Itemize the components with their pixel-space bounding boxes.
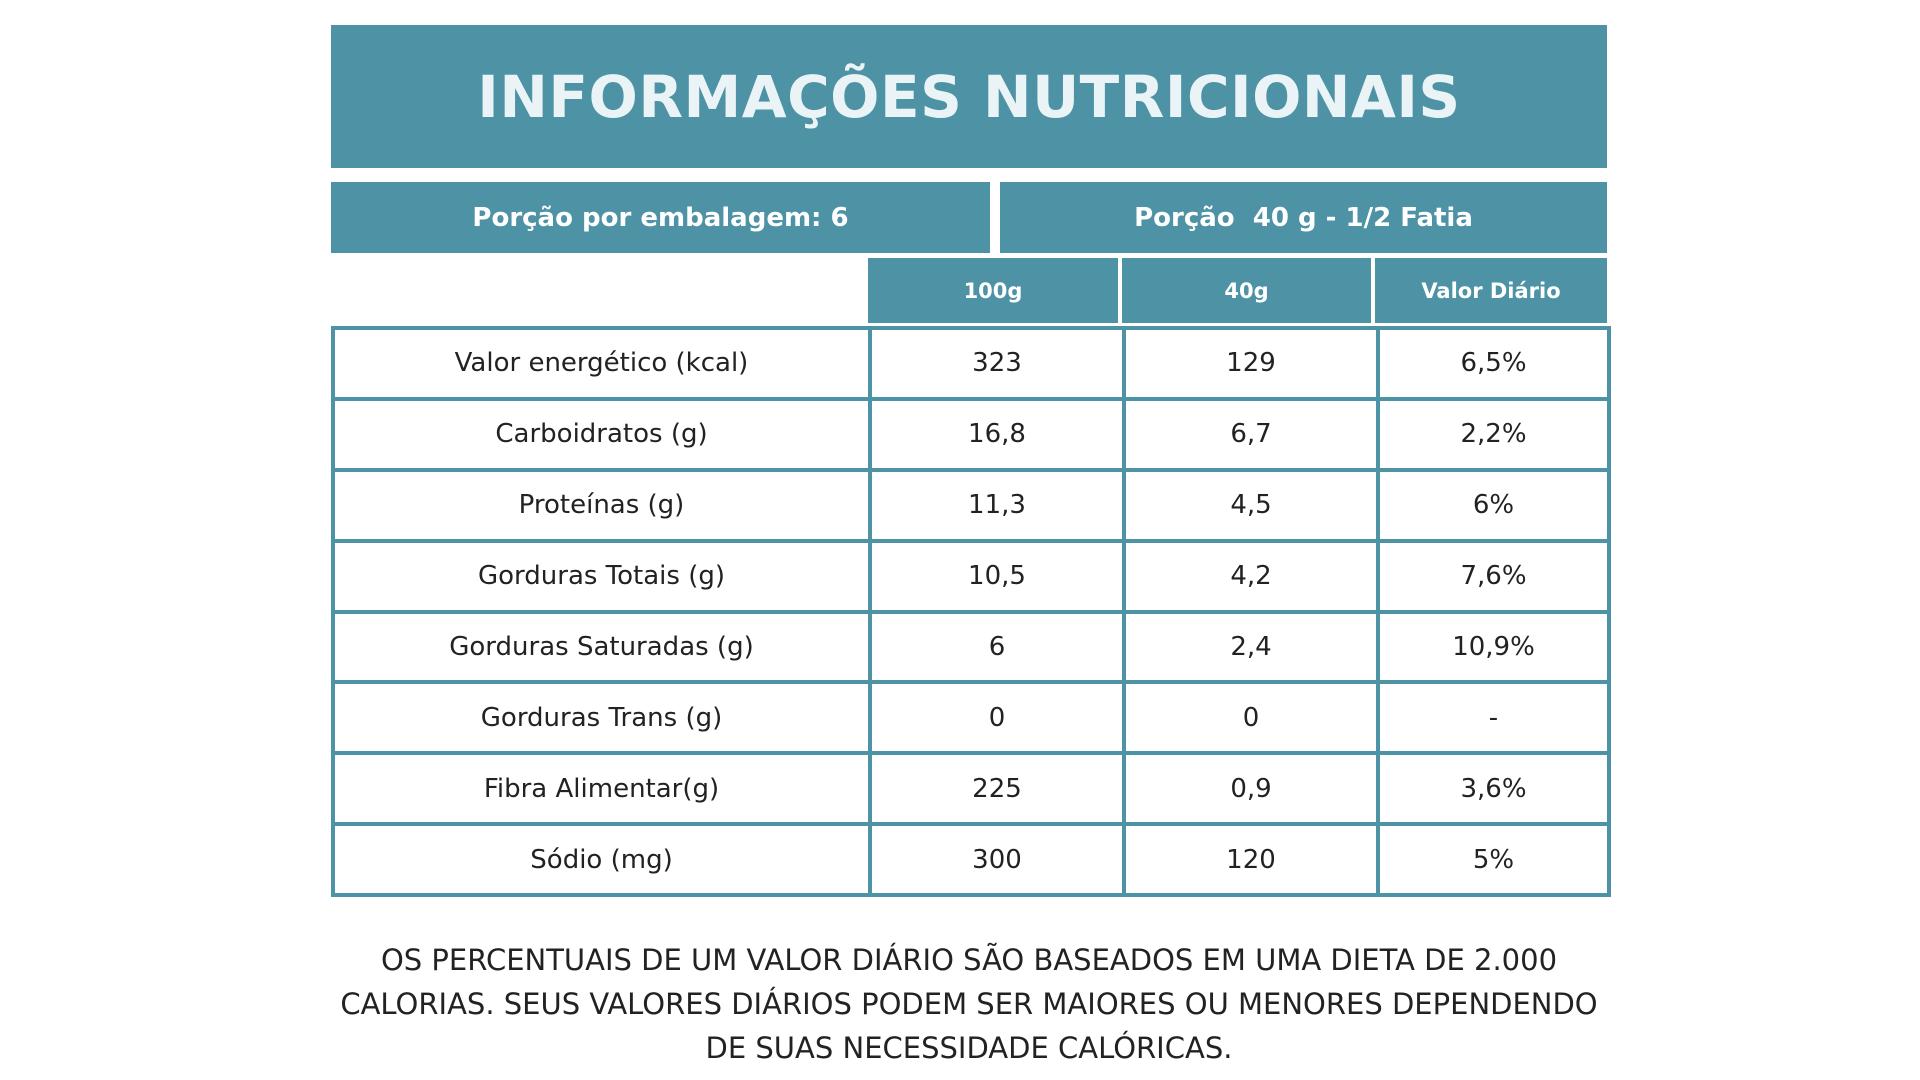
daily-value: - <box>1376 680 1611 756</box>
column-header-100g: 100g <box>868 258 1118 323</box>
value-40g: 4,5 <box>1122 467 1380 543</box>
nutrient-name: Gorduras Trans (g) <box>331 680 872 756</box>
daily-value: 6% <box>1376 467 1611 543</box>
value-100g: 10,5 <box>868 538 1126 614</box>
table-row: Proteínas (g) 11,3 4,5 6% <box>331 467 1611 543</box>
nutrient-name: Sódio (mg) <box>331 822 872 897</box>
value-100g: 16,8 <box>868 396 1126 472</box>
value-100g: 0 <box>868 680 1126 756</box>
table-row: Fibra Alimentar(g) 225 0,9 3,6% <box>331 751 1611 827</box>
daily-value: 2,2% <box>1376 396 1611 472</box>
table-row: Carboidratos (g) 16,8 6,7 2,2% <box>331 396 1611 472</box>
value-100g: 6 <box>868 609 1126 685</box>
column-header-40g: 40g <box>1122 258 1371 323</box>
value-40g: 0 <box>1122 680 1380 756</box>
nutrient-name: Carboidratos (g) <box>331 396 872 472</box>
value-40g: 4,2 <box>1122 538 1380 614</box>
portion-size: Porção 40 g - 1/2 Fatia <box>1000 182 1607 253</box>
footnote-line: OS PERCENTUAIS DE UM VALOR DIÁRIO SÃO BA… <box>380 943 1558 977</box>
nutrient-name: Fibra Alimentar(g) <box>331 751 872 827</box>
nutrient-name: Valor energético (kcal) <box>331 326 872 401</box>
portion-per-package: Porção por embalagem: 6 <box>331 182 990 253</box>
table-row: Sódio (mg) 300 120 5% <box>331 822 1611 897</box>
daily-value: 6,5% <box>1376 326 1611 401</box>
table-row: Valor energético (kcal) 323 129 6,5% <box>331 326 1611 401</box>
footnote: OS PERCENTUAIS DE UM VALOR DIÁRIO SÃO BA… <box>331 938 1607 1070</box>
nutrient-name: Proteínas (g) <box>331 467 872 543</box>
value-40g: 2,4 <box>1122 609 1380 685</box>
value-40g: 0,9 <box>1122 751 1380 827</box>
daily-value: 10,9% <box>1376 609 1611 685</box>
daily-value: 5% <box>1376 822 1611 897</box>
table-row: Gorduras Trans (g) 0 0 - <box>331 680 1611 756</box>
daily-value: 3,6% <box>1376 751 1611 827</box>
nutrition-table: Valor energético (kcal) 323 129 6,5% Car… <box>331 326 1611 897</box>
daily-value: 7,6% <box>1376 538 1611 614</box>
value-40g: 120 <box>1122 822 1380 897</box>
value-100g: 300 <box>868 822 1126 897</box>
table-row: Gorduras Totais (g) 10,5 4,2 7,6% <box>331 538 1611 614</box>
table-row: Gorduras Saturadas (g) 6 2,4 10,9% <box>331 609 1611 685</box>
value-100g: 323 <box>868 326 1126 401</box>
value-100g: 11,3 <box>868 467 1126 543</box>
nutrient-name: Gorduras Totais (g) <box>331 538 872 614</box>
footnote-line: CALORIAS. SEUS VALORES DIÁRIOS PODEM SER… <box>340 987 1598 1021</box>
nutrient-name: Gorduras Saturadas (g) <box>331 609 872 685</box>
footnote-line: DE SUAS NECESSIDADE CALÓRICAS. <box>705 1031 1233 1065</box>
page-title: INFORMAÇÕES NUTRICIONAIS <box>331 25 1607 168</box>
value-40g: 129 <box>1122 326 1380 401</box>
value-100g: 225 <box>868 751 1126 827</box>
value-40g: 6,7 <box>1122 396 1380 472</box>
column-header-daily-value: Valor Diário <box>1375 258 1607 323</box>
